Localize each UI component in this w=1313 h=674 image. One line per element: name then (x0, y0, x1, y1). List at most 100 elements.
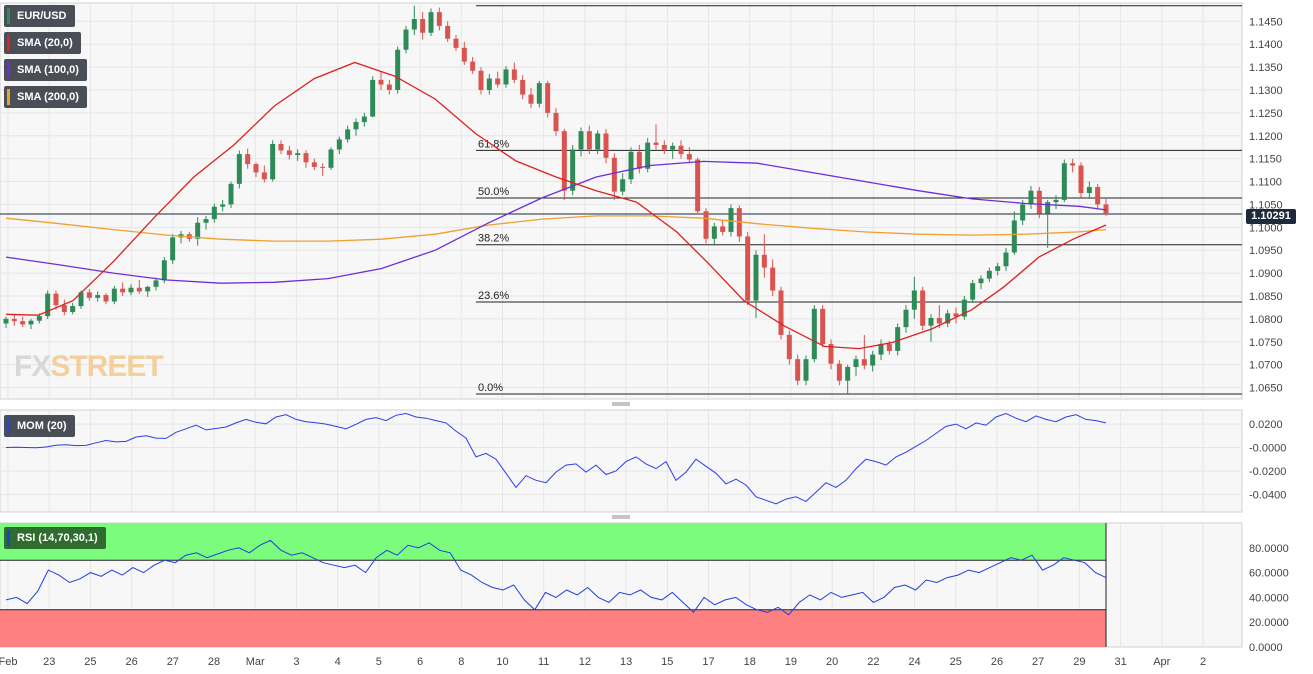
rsi-tick-label-0: 80.0000 (1249, 543, 1289, 555)
x-tick-label-18: 18 (744, 656, 756, 668)
legend-swatch-momentum (7, 418, 10, 434)
candle-body-27 (228, 183, 234, 205)
candle-body-84 (703, 211, 709, 239)
last-price-tag: 1.10291 (1246, 209, 1296, 224)
candle-body-56 (470, 61, 476, 71)
legend-label-sma100: SMA (100,0) (17, 64, 79, 76)
candle-body-78 (653, 142, 659, 145)
candle-body-29 (245, 154, 251, 165)
candle-body-60 (503, 69, 509, 85)
legend-sma200[interactable]: SMA (200,0) (4, 86, 87, 108)
candle-body-12 (103, 295, 109, 302)
candle-body-69 (578, 131, 584, 150)
candle-body-1 (11, 318, 17, 322)
legend-label-sma20: SMA (20,0) (17, 37, 73, 49)
candle-body-116 (970, 283, 976, 300)
x-tick-label-10: 6 (417, 656, 423, 668)
candle-body-89 (745, 236, 751, 301)
candle-body-110 (920, 290, 926, 326)
candle-body-86 (720, 226, 726, 232)
mom-tick-label-3: -0.0400 (1249, 489, 1286, 501)
candle-body-97 (811, 308, 817, 360)
legend-label-rsi: RSI (14,70,30,1) (17, 532, 98, 544)
price-tick-label-0: 1.1450 (1249, 16, 1283, 28)
x-tick-label-4: 27 (167, 656, 179, 668)
legend-sma100[interactable]: SMA (100,0) (4, 59, 87, 81)
candle-body-93 (778, 290, 784, 335)
legend-momentum[interactable]: MOM (20) (4, 415, 75, 437)
legend-eurusd[interactable]: EUR/USD (4, 5, 75, 27)
candle-body-49 (411, 19, 417, 30)
candle-body-105 (878, 344, 884, 355)
candle-body-109 (911, 290, 917, 310)
candle-body-131 (1095, 187, 1101, 205)
fib-label-1: 50.0% (478, 186, 509, 198)
candle-body-121 (1011, 220, 1017, 253)
x-tick-label-3: 26 (125, 656, 137, 668)
candle-body-51 (428, 12, 434, 33)
candle-body-75 (628, 151, 634, 180)
x-tick-label-12: 10 (496, 656, 508, 668)
candle-body-118 (986, 270, 992, 279)
candle-body-19 (161, 260, 167, 281)
candle-body-53 (445, 25, 451, 39)
candle-body-16 (136, 287, 142, 292)
candle-body-20 (170, 237, 176, 261)
candle-body-7 (61, 305, 67, 313)
price-tick-label-4: 1.1250 (1249, 108, 1283, 120)
candle-body-43 (361, 116, 367, 123)
fib-label-3: 23.6% (478, 290, 509, 302)
candle-body-132 (1103, 204, 1109, 215)
mom-tick-label-2: -0.0200 (1249, 466, 1286, 478)
x-tick-label-24: 26 (991, 656, 1003, 668)
fib-label-2: 38.2% (478, 233, 509, 245)
price-tick-label-2: 1.1350 (1249, 62, 1283, 74)
legend-swatch-rsi (7, 530, 10, 546)
candle-body-61 (511, 69, 517, 80)
candle-body-102 (853, 359, 859, 367)
candle-body-127 (1061, 163, 1067, 200)
candle-body-2 (20, 321, 26, 325)
sma100-line (5, 160, 1107, 284)
candle-body-64 (536, 83, 542, 104)
legend-rsi[interactable]: RSI (14,70,30,1) (4, 527, 106, 549)
x-tick-label-28: Apr (1153, 656, 1170, 668)
price-tick-label-5: 1.1200 (1249, 131, 1283, 143)
candle-body-99 (828, 344, 834, 364)
price-tick-label-16: 1.0650 (1249, 383, 1283, 395)
mom-tick-label-0: 0.0200 (1249, 419, 1283, 431)
candle-body-39 (328, 149, 334, 168)
sma20-line (5, 61, 1107, 350)
legend-sma20[interactable]: SMA (20,0) (4, 32, 81, 54)
candle-body-85 (711, 226, 717, 239)
candle-body-42 (353, 122, 359, 130)
x-tick-label-25: 27 (1032, 656, 1044, 668)
candle-body-23 (195, 222, 201, 239)
candle-body-36 (303, 153, 309, 163)
price-tick-label-15: 1.0700 (1249, 360, 1283, 372)
legend-swatch-sma200 (7, 89, 10, 105)
rsi-tick-label-1: 60.0000 (1249, 568, 1289, 580)
candle-body-33 (278, 144, 284, 151)
candle-body-45 (378, 79, 384, 85)
legend-label-sma200: SMA (200,0) (17, 91, 79, 103)
candle-body-65 (545, 83, 551, 113)
candle-body-6 (53, 293, 59, 306)
candle-body-32 (270, 144, 276, 180)
candle-body-124 (1036, 190, 1042, 214)
price-tick-label-6: 1.1150 (1249, 154, 1282, 166)
sma200-line (5, 215, 1107, 242)
candle-body-128 (1070, 163, 1076, 166)
candle-body-104 (870, 354, 876, 366)
x-tick-label-22: 24 (908, 656, 920, 668)
candle-body-52 (436, 12, 442, 26)
candle-body-9 (78, 292, 84, 307)
candle-body-0 (3, 318, 9, 324)
candle-body-24 (203, 219, 209, 223)
candle-body-31 (261, 172, 267, 180)
candle-body-11 (95, 295, 101, 298)
candle-body-122 (1020, 204, 1026, 221)
price-tick-label-8: 1.1050 (1249, 199, 1283, 211)
candle-body-55 (461, 47, 467, 62)
